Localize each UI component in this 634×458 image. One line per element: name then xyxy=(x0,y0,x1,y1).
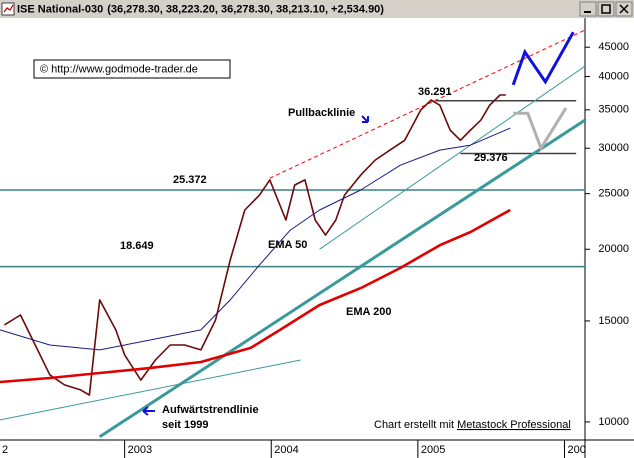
title: ISE National-030 xyxy=(17,3,103,15)
minimize-button[interactable] xyxy=(579,1,597,17)
window-buttons[interactable] xyxy=(579,1,633,17)
y-tick-label: 45000 xyxy=(598,41,629,53)
level-label: 36.291 xyxy=(418,86,452,98)
title-bar xyxy=(0,0,634,18)
y-tick-label: 20000 xyxy=(598,243,629,255)
y-tick-label: 30000 xyxy=(598,142,629,154)
ema-label: EMA 50 xyxy=(268,239,307,251)
copyright: © http://www.godmode-trader.de xyxy=(40,63,198,75)
x-tick-label: 200 xyxy=(567,444,585,456)
x-tick-label: 2 xyxy=(2,444,8,456)
trend-line xyxy=(269,29,585,179)
trend-arrow xyxy=(142,406,155,416)
ohlc-label: (36,278.30, 38,223.20, 36,278.30, 38,213… xyxy=(107,3,384,15)
plot-layer xyxy=(0,29,585,439)
series-line xyxy=(0,127,511,351)
trend-label: Aufwärtstrendlinie xyxy=(162,404,259,416)
pullback-arrow xyxy=(361,115,369,123)
trend-line xyxy=(0,359,301,421)
trend-line xyxy=(319,65,585,250)
series-line xyxy=(0,208,511,384)
y-tick-label: 40000 xyxy=(598,70,629,82)
maximize-button[interactable] xyxy=(597,1,615,17)
trend-label: seit 1999 xyxy=(162,419,208,431)
window-title: ISE National-030 (36,278.30, 38,223.20, 3… xyxy=(17,3,384,15)
level-label: 25.372 xyxy=(173,174,207,186)
copyright-box xyxy=(33,59,231,79)
projection xyxy=(511,31,575,86)
window-icon-graph xyxy=(3,4,14,13)
y-tick-label: 10000 xyxy=(598,416,629,428)
credit-link[interactable]: Metastock Professional xyxy=(457,419,571,431)
y-tick-label: 35000 xyxy=(598,104,629,116)
y-tick-label: 15000 xyxy=(598,315,629,327)
credit-prefix: Chart erstellt mit xyxy=(374,419,454,431)
y-axis-panel xyxy=(585,18,634,458)
x-tick-label: 2005 xyxy=(421,444,445,456)
level-label: 18.649 xyxy=(120,240,154,252)
x-tick-label: 2004 xyxy=(274,444,298,456)
axes-layer: 10000 15000 20000 25000 30000 35000 40000 45000… xyxy=(2,41,629,458)
projection xyxy=(513,107,568,152)
close-icon xyxy=(619,4,629,14)
level-label: 29.376 xyxy=(474,152,508,164)
credit: Chart erstellt mit Metastock Professional xyxy=(374,419,571,431)
maximize-icon xyxy=(601,4,611,14)
x-tick-label: 2003 xyxy=(128,444,152,456)
pullback-label: Pullbacklinie xyxy=(288,107,355,119)
ema-label: EMA 200 xyxy=(346,306,391,318)
y-tick-label: 25000 xyxy=(598,188,629,200)
series-line xyxy=(3,94,506,396)
